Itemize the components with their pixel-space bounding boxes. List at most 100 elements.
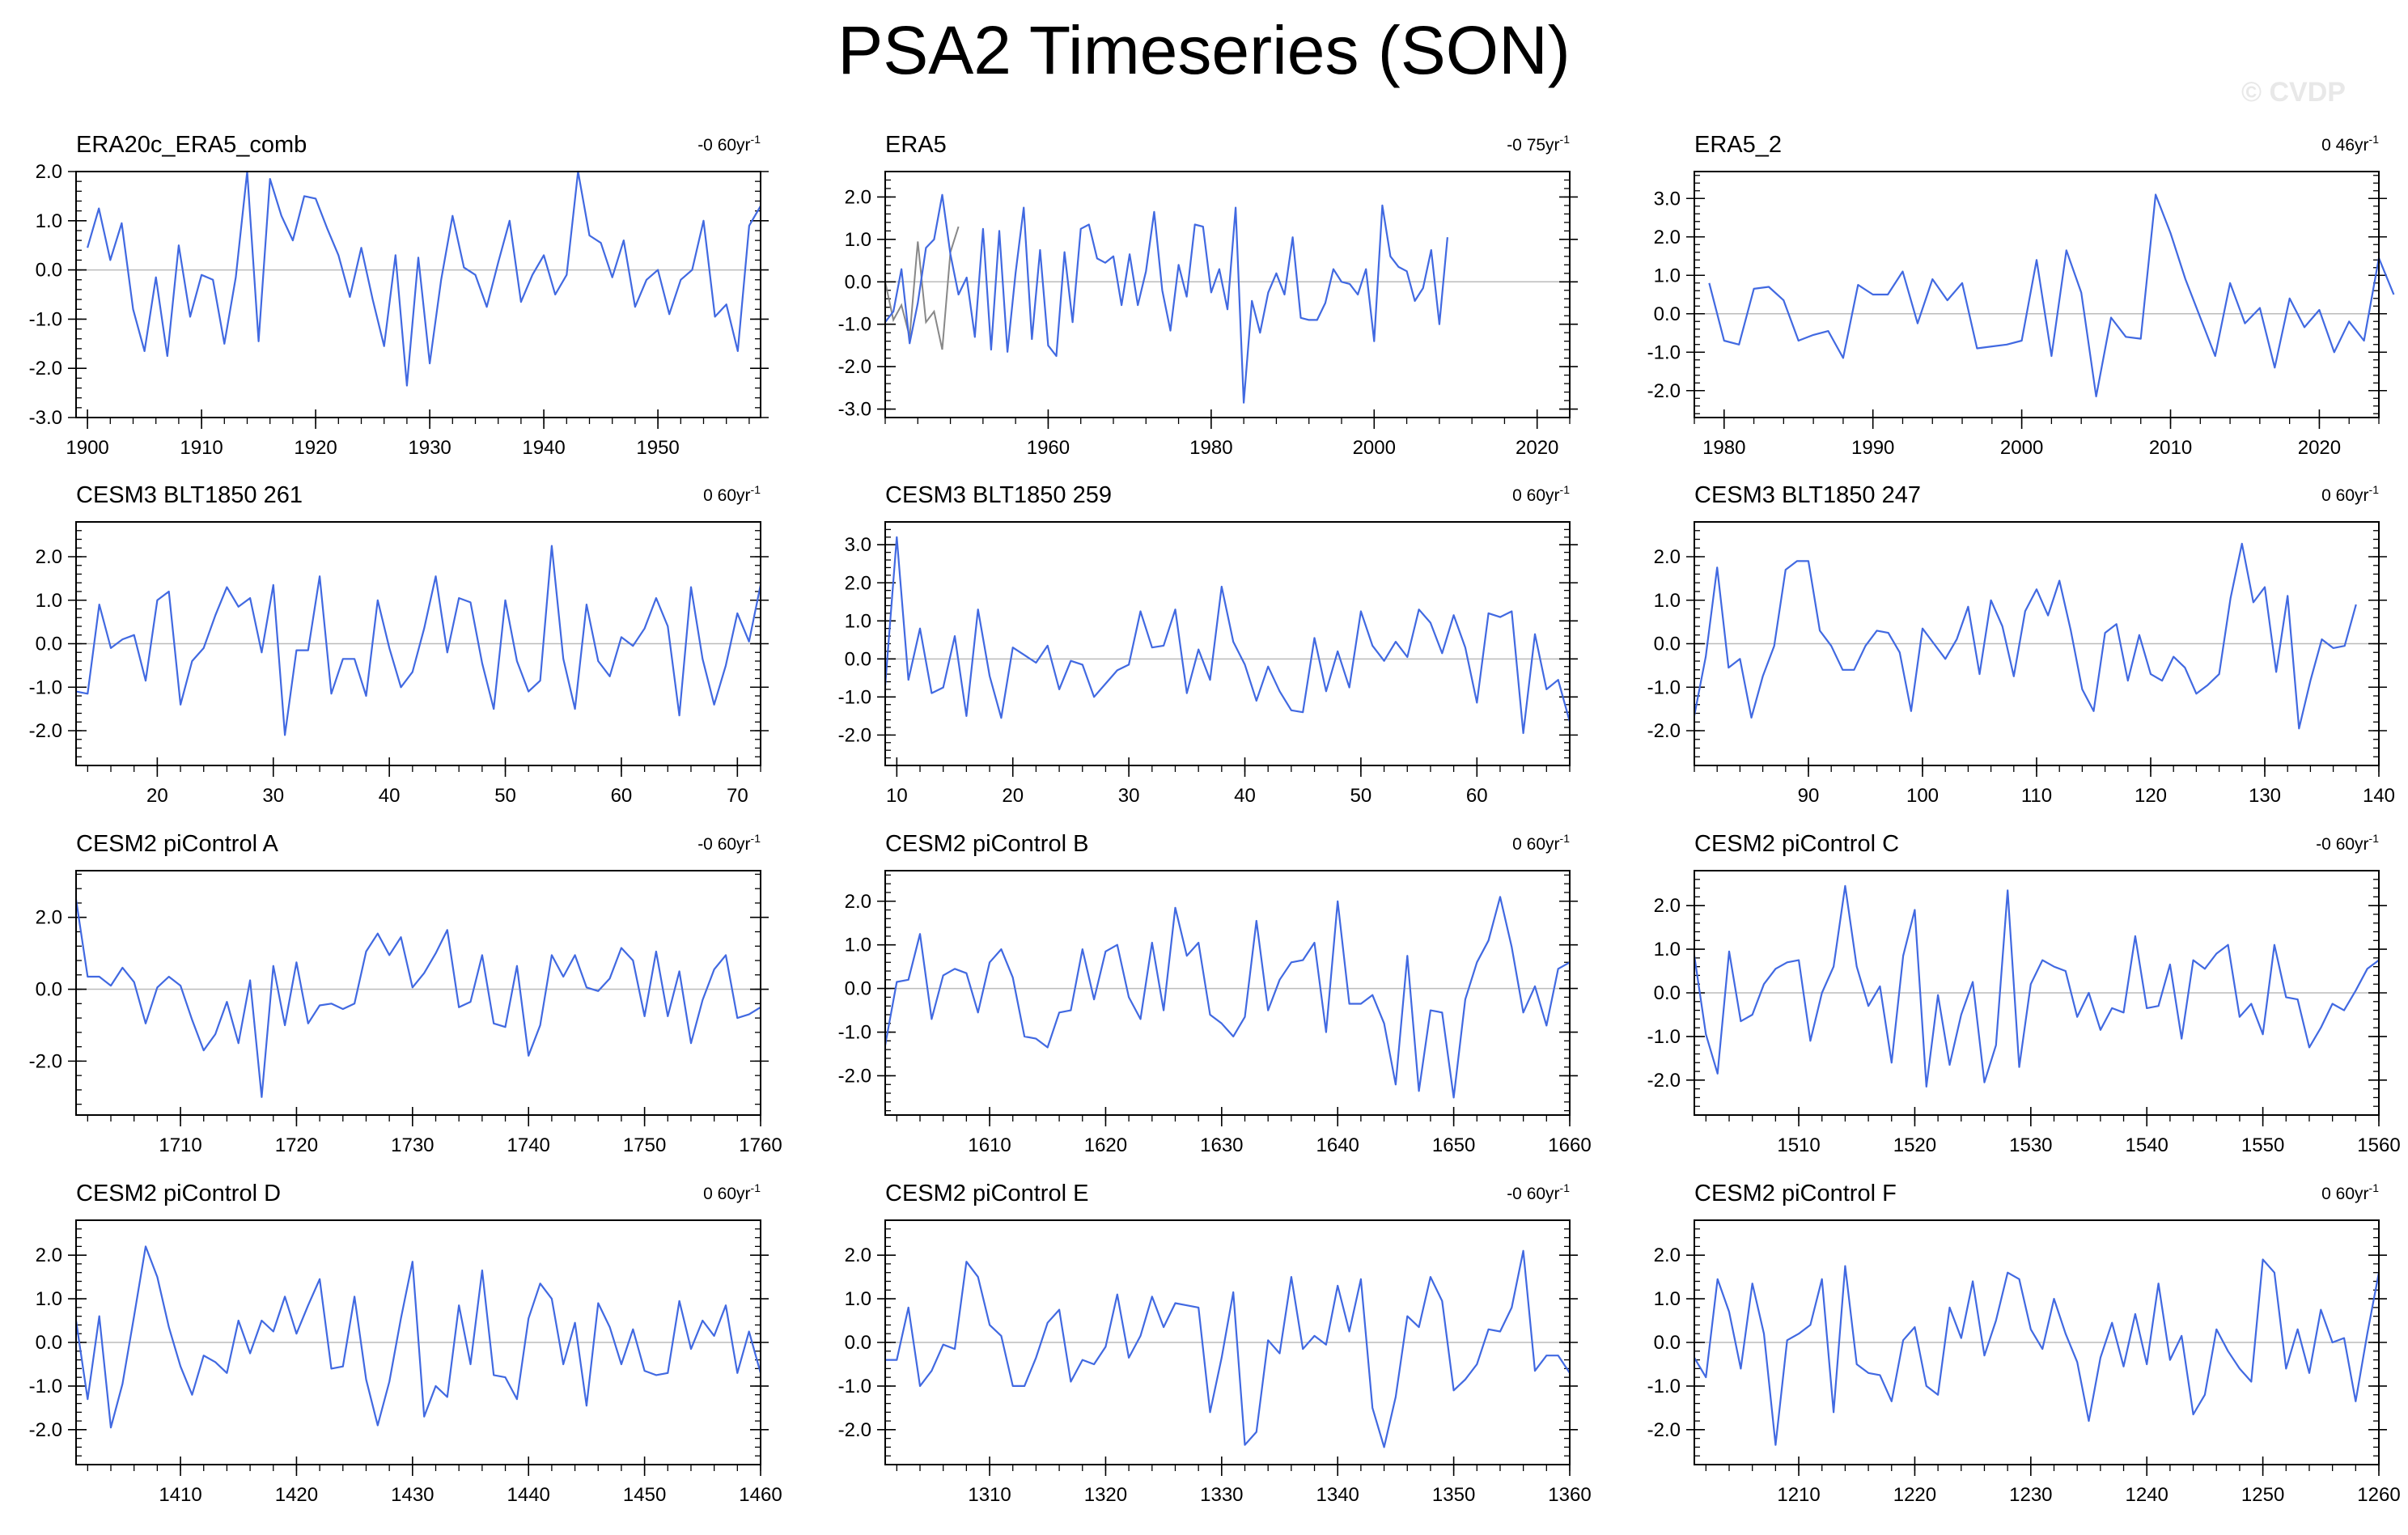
x-tick-label: 100 (1906, 785, 1939, 807)
x-tick-label: 40 (1234, 785, 1256, 807)
trend-value: 0 46yr (2321, 136, 2368, 155)
trend-value: -0 60yr (697, 835, 750, 854)
chart-panel-1: ERA20c_ERA5_comb -0 60yr-1 -3.0 -2.0 -1.0 0.0… (29, 132, 769, 459)
trend-exponent: -1 (1560, 483, 1571, 496)
trend-exponent: -1 (1560, 832, 1571, 845)
figure-title: PSA2 Timeseries (SON) (837, 12, 1571, 88)
x-tick-label: 1250 (2241, 1484, 2284, 1506)
x-tick-label: 1640 (1316, 1134, 1359, 1156)
x-tick-label: 1940 (522, 437, 565, 459)
y-tick-label: 1.0 (36, 210, 62, 232)
y-tick-label: 2.0 (36, 1245, 62, 1266)
trend-label: 0 60yr-1 (2321, 1181, 2379, 1203)
x-tick-label: 50 (494, 785, 516, 807)
trend-value: 0 60yr (2321, 1185, 2368, 1203)
y-tick-label: 0.0 (36, 979, 62, 1001)
x-tick-label: 1960 (1027, 437, 1070, 459)
y-tick-label: 3.0 (845, 534, 871, 556)
trend-label: -0 60yr-1 (697, 832, 761, 854)
y-tick-label: 0.0 (845, 271, 871, 293)
x-tick-label: 90 (1798, 785, 1820, 807)
y-tick-label: -3.0 (29, 407, 62, 429)
series-line (884, 896, 1571, 1099)
y-tick-label: 0.0 (36, 1332, 62, 1354)
y-tick-label: 1.0 (1654, 265, 1681, 286)
y-tick-label: 0.0 (845, 1332, 871, 1354)
y-tick-label: 3.0 (1654, 188, 1681, 210)
x-tick-label: 1260 (2357, 1484, 2400, 1506)
x-tick-label: 1420 (275, 1484, 318, 1506)
x-tick-label: 1750 (623, 1134, 666, 1156)
y-tick-label: -2.0 (838, 1065, 871, 1087)
x-tick-label: 1530 (2009, 1134, 2052, 1156)
chart-panel-12: CESM2 piControl F 0 60yr-1 -2.0 -1.0 0.0 1.0 2… (1647, 1181, 2401, 1506)
x-tick-label: 1710 (159, 1134, 201, 1156)
y-tick-label: -2.0 (1647, 1419, 1681, 1441)
y-tick-label: 0.0 (845, 978, 871, 1000)
x-tick-label: 70 (727, 785, 748, 807)
y-tick-label: -1.0 (838, 314, 871, 336)
trend-exponent: -1 (751, 483, 761, 496)
y-tick-label: -1.0 (1647, 1026, 1681, 1048)
y-tick-label: -1.0 (29, 308, 62, 330)
x-tick-label: 120 (2135, 785, 2167, 807)
x-tick-label: 1450 (623, 1484, 666, 1506)
trend-label: 0 60yr-1 (703, 1181, 761, 1203)
y-tick-label: -2.0 (838, 724, 871, 746)
x-tick-label: 1980 (1189, 437, 1232, 459)
plot-frame (884, 171, 1571, 418)
y-tick-label: 2.0 (845, 186, 871, 208)
x-tick-label: 20 (1002, 785, 1024, 807)
x-tick-label: 1930 (408, 437, 451, 459)
panel-title: CESM2 piControl A (76, 831, 278, 857)
chart-panel-4: CESM3 BLT1850 261 0 60yr-1 -2.0 -1.0 0.0 1.0 2… (29, 482, 769, 807)
series-line (74, 899, 761, 1098)
series-line (87, 170, 761, 387)
panel-title: CESM2 piControl B (885, 831, 1088, 857)
y-tick-label: -2.0 (1647, 720, 1681, 742)
x-tick-label: 1910 (180, 437, 223, 459)
x-tick-label: 1340 (1316, 1484, 1359, 1506)
y-tick-label: -3.0 (838, 399, 871, 421)
plot-frame (75, 521, 761, 766)
y-tick-label: 1.0 (1654, 939, 1681, 960)
y-tick-label: 2.0 (1654, 895, 1681, 917)
cvdp-watermark: © CVDP (2241, 77, 2346, 108)
y-tick-label: 2.0 (1654, 1245, 1681, 1266)
y-tick-label: -1.0 (838, 686, 871, 708)
x-tick-label: 1630 (1200, 1134, 1243, 1156)
plot-frame (1694, 521, 2380, 766)
x-tick-label: 1510 (1777, 1134, 1820, 1156)
chart-panel-7: CESM2 piControl A -0 60yr-1 -2.0 0.0 2.0 1710… (29, 831, 782, 1156)
x-tick-label: 20 (146, 785, 168, 807)
x-tick-label: 2000 (1353, 437, 1396, 459)
series-line (1708, 193, 2395, 397)
x-tick-label: 130 (2249, 785, 2281, 807)
trend-label: 0 46yr-1 (2321, 133, 2379, 155)
trend-exponent: -1 (751, 133, 761, 146)
y-tick-label: 2.0 (845, 572, 871, 594)
trend-exponent: -1 (2369, 832, 2380, 845)
y-tick-label: 1.0 (845, 610, 871, 632)
x-tick-label: 2020 (1516, 437, 1558, 459)
plot-frame (75, 870, 761, 1116)
panel-title: ERA5_2 (1694, 132, 1782, 158)
chart-panel-3: ERA5_2 0 46yr-1 -2.0 -1.0 0.0 1.0 2.0 3.0 1980 19… (1647, 132, 2395, 459)
y-tick-label: -1.0 (29, 1376, 62, 1397)
y-tick-label: 2.0 (1654, 227, 1681, 248)
y-tick-label: 2.0 (1654, 546, 1681, 568)
trend-label: -0 60yr-1 (1507, 1181, 1570, 1203)
panel-title: CESM2 piControl F (1694, 1181, 1897, 1206)
x-tick-label: 1610 (968, 1134, 1011, 1156)
trend-value: -0 60yr (697, 136, 750, 155)
x-tick-label: 1720 (275, 1134, 318, 1156)
x-tick-label: 1430 (391, 1484, 434, 1506)
series-line (1693, 884, 2380, 1088)
plot-frame (75, 1219, 761, 1465)
x-tick-label: 60 (1466, 785, 1488, 807)
series-line (884, 193, 1448, 404)
trend-label: -0 60yr-1 (2316, 832, 2379, 854)
overlay-series-line (884, 226, 960, 350)
trend-exponent: -1 (1560, 1181, 1571, 1194)
panel-title: ERA5 (885, 132, 947, 158)
